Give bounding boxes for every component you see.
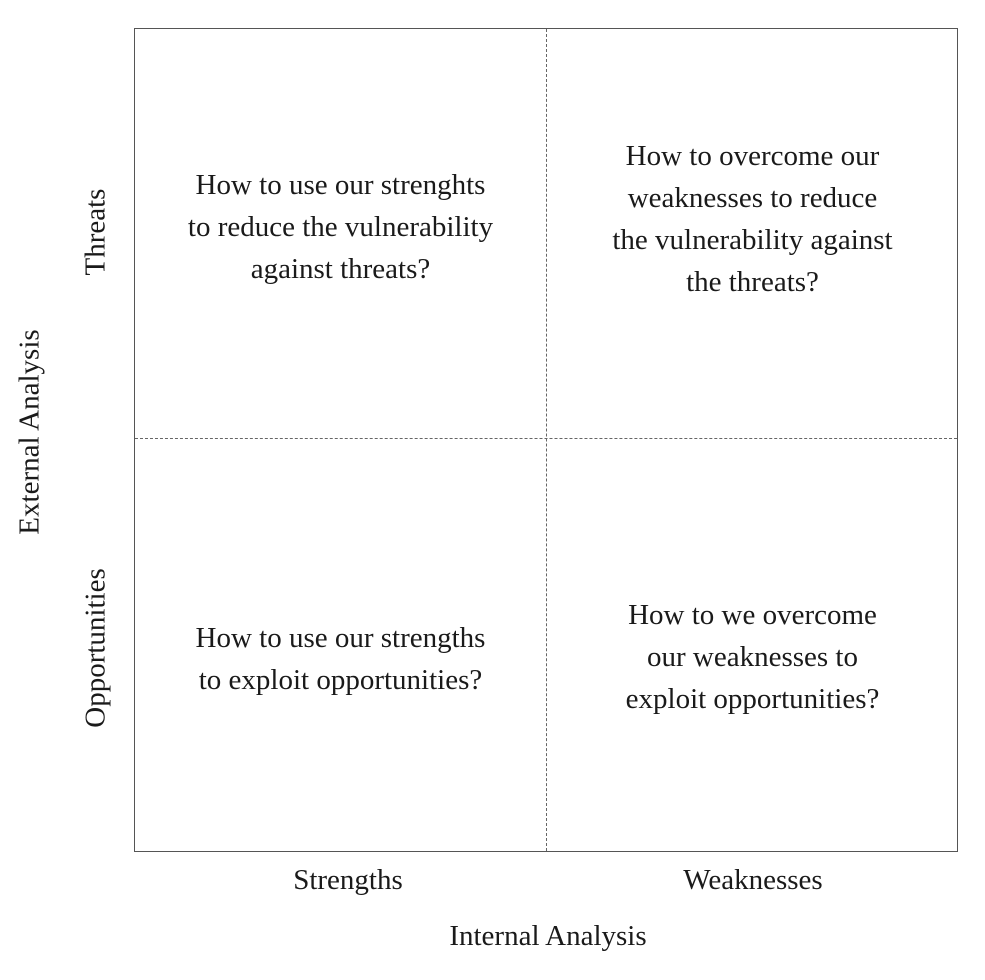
quadrant-text: How to use our strenghts to reduce the v… (187, 169, 494, 285)
swot-matrix: How to use our strenghts to reduce the v… (134, 28, 958, 852)
quadrant-weaknesses-threats: How to overcome our weaknesses to reduce… (547, 29, 958, 439)
quadrant-weaknesses-opportunities: How to we overcome our weaknesses to exp… (547, 439, 958, 849)
quadrant-strengths-threats: How to use our strenghts to reduce the v… (135, 29, 546, 439)
quadrant-text: How to we overcome our weaknesses to exp… (625, 599, 880, 715)
quadrant-strengths-opportunities: How to use our strengths to exploit oppo… (135, 439, 546, 849)
y-label-threats: Threats (79, 188, 112, 276)
vertical-divider (546, 29, 547, 851)
quadrant-text: How to use our strengths to exploit oppo… (195, 622, 486, 696)
y-axis-title: External Analysis (13, 329, 46, 535)
horizontal-divider (135, 438, 957, 439)
x-label-strengths: Strengths (293, 864, 403, 896)
y-label-opportunities: Opportunities (79, 568, 112, 728)
x-axis-title: Internal Analysis (449, 920, 647, 952)
x-label-weaknesses: Weaknesses (683, 864, 823, 896)
quadrant-text: How to overcome our weaknesses to reduce… (612, 140, 893, 298)
